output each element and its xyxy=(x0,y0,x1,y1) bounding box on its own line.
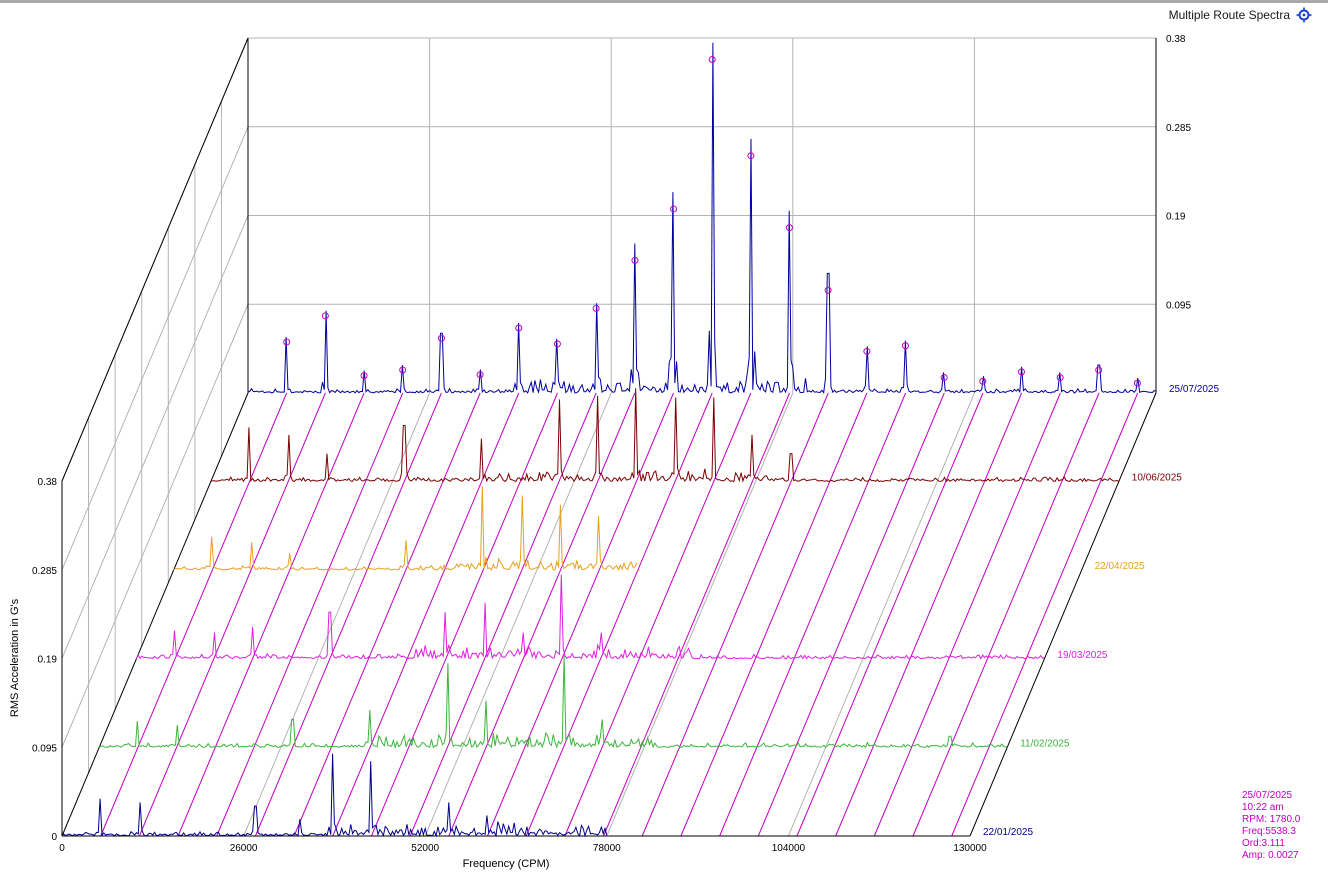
harmonic-marker xyxy=(631,256,639,264)
harmonic-marker xyxy=(399,366,407,374)
harmonic-cursor-line xyxy=(487,392,674,837)
series-date-label: 11/02/2025 xyxy=(1020,738,1070,749)
series-date-label: 19/03/2025 xyxy=(1057,650,1107,661)
cursor-date: 25/07/2025 xyxy=(1242,790,1293,801)
y-tick-label: 0.38 xyxy=(38,477,58,488)
harmonic-cursor-line xyxy=(138,392,326,837)
harmonic-marker xyxy=(979,377,987,385)
x-axis-title: Frequency (CPM) xyxy=(463,858,550,870)
cursor-order: Ord:3.111 xyxy=(1242,838,1285,849)
harmonic-marker xyxy=(785,224,793,232)
cursor-freq: Freq:5538.3 xyxy=(1242,826,1296,837)
harmonic-cursor-line xyxy=(796,392,984,837)
harmonic-marker xyxy=(360,372,368,380)
cursor-info-panel: 25/07/2025 10:22 am RPM: 1780.0 Freq:553… xyxy=(1242,790,1300,862)
harmonic-marker xyxy=(1017,368,1025,376)
harmonic-cursor-line xyxy=(835,392,1023,837)
floor-gridline xyxy=(243,392,431,837)
floor-gridline xyxy=(424,392,612,837)
harmonic-marker xyxy=(1056,373,1064,381)
spectrum-trace xyxy=(173,486,638,572)
series-date-label: 22/01/2025 xyxy=(983,827,1033,838)
spectrum-trace xyxy=(99,655,1008,749)
harmonic-marker xyxy=(1133,379,1141,387)
harmonic-cursor-line xyxy=(254,392,442,837)
harmonic-cursor-line xyxy=(564,392,752,837)
x-tick-label: 78000 xyxy=(593,843,621,854)
series-date-label: 10/06/2025 xyxy=(1132,473,1182,484)
x-tick-label: 0 xyxy=(59,843,65,854)
side-wall-gridline xyxy=(61,304,249,748)
y-axis-title: RMS Acceleration in G's xyxy=(9,598,21,717)
y-tick-label: 0.095 xyxy=(32,743,57,754)
x-tick-label: 52000 xyxy=(411,843,439,854)
harmonic-cursor-line xyxy=(177,392,365,837)
x-tick-label: 26000 xyxy=(230,843,258,854)
harmonic-cursor-line xyxy=(448,392,636,837)
harmonic-marker xyxy=(901,342,909,350)
harmonic-cursor-line xyxy=(603,392,791,837)
harmonic-marker xyxy=(515,324,523,332)
side-wall-gridline xyxy=(61,215,249,659)
y-tick-label-right: 0.285 xyxy=(1166,123,1191,134)
chart-header: Multiple Route Spectra xyxy=(1169,7,1312,23)
floor-gridline xyxy=(787,392,975,837)
harmonic-marker xyxy=(824,286,832,294)
harmonic-cursor-line xyxy=(371,392,558,837)
harmonic-marker xyxy=(1095,366,1103,374)
window-top-border xyxy=(0,0,1328,3)
cursor-rpm: RPM: 1780.0 xyxy=(1242,814,1301,825)
spectrum-trace xyxy=(210,388,1120,483)
harmonic-cursor-line xyxy=(216,392,404,837)
floor-left-edge xyxy=(61,392,249,837)
harmonic-marker xyxy=(321,312,329,320)
harmonic-marker xyxy=(670,205,678,213)
spectrum-trace xyxy=(135,574,1045,661)
harmonic-cursor-line xyxy=(293,392,481,837)
x-tick-label: 130000 xyxy=(953,843,987,854)
x-tick-label: 104000 xyxy=(772,843,806,854)
y-tick-label: 0.285 xyxy=(32,566,57,577)
harmonic-marker xyxy=(747,152,755,160)
harmonic-marker xyxy=(283,338,291,346)
side-wall-top-edge xyxy=(61,37,249,482)
harmonic-cursor-line xyxy=(719,392,907,837)
harmonic-cursor-line xyxy=(641,392,829,837)
spectrum-trace xyxy=(61,753,608,838)
harmonic-cursor-line xyxy=(100,392,288,837)
y-tick-label-right: 0.095 xyxy=(1166,300,1191,311)
harmonic-marker xyxy=(940,373,948,381)
cursor-amplitude: Amp: 0.0027 xyxy=(1242,850,1299,861)
spectrum-trace xyxy=(247,42,1157,394)
floor-gridline xyxy=(606,392,794,837)
y-tick-label: 0.19 xyxy=(38,655,58,666)
series-date-label: 25/07/2025 xyxy=(1169,384,1219,395)
harmonic-cursor-line xyxy=(332,392,520,837)
target-crosshair-icon[interactable] xyxy=(1296,7,1312,23)
cursor-time: 10:22 am xyxy=(1242,802,1284,813)
harmonic-marker xyxy=(592,304,600,312)
harmonic-cursor-line xyxy=(873,392,1061,837)
harmonic-cursor-line xyxy=(951,392,1139,837)
harmonic-marker xyxy=(708,55,716,63)
harmonic-cursor-line xyxy=(409,392,597,837)
series-date-label: 22/04/2025 xyxy=(1095,561,1145,572)
harmonic-cursor-line xyxy=(912,392,1100,837)
y-tick-label-right: 0.19 xyxy=(1166,212,1186,223)
harmonic-marker xyxy=(553,340,561,348)
floor-right-edge xyxy=(969,392,1157,837)
chart-title: Multiple Route Spectra xyxy=(1168,8,1290,22)
harmonic-marker xyxy=(863,347,871,355)
y-tick-label: 0 xyxy=(51,832,57,843)
harmonic-cursor-line xyxy=(525,392,713,837)
harmonic-marker xyxy=(476,371,484,379)
harmonic-cursor-line xyxy=(757,392,945,837)
harmonic-marker xyxy=(437,334,445,342)
harmonic-cursor-line xyxy=(680,392,868,837)
side-wall-gridline xyxy=(61,126,249,570)
y-tick-label-right: 0.38 xyxy=(1166,34,1186,45)
